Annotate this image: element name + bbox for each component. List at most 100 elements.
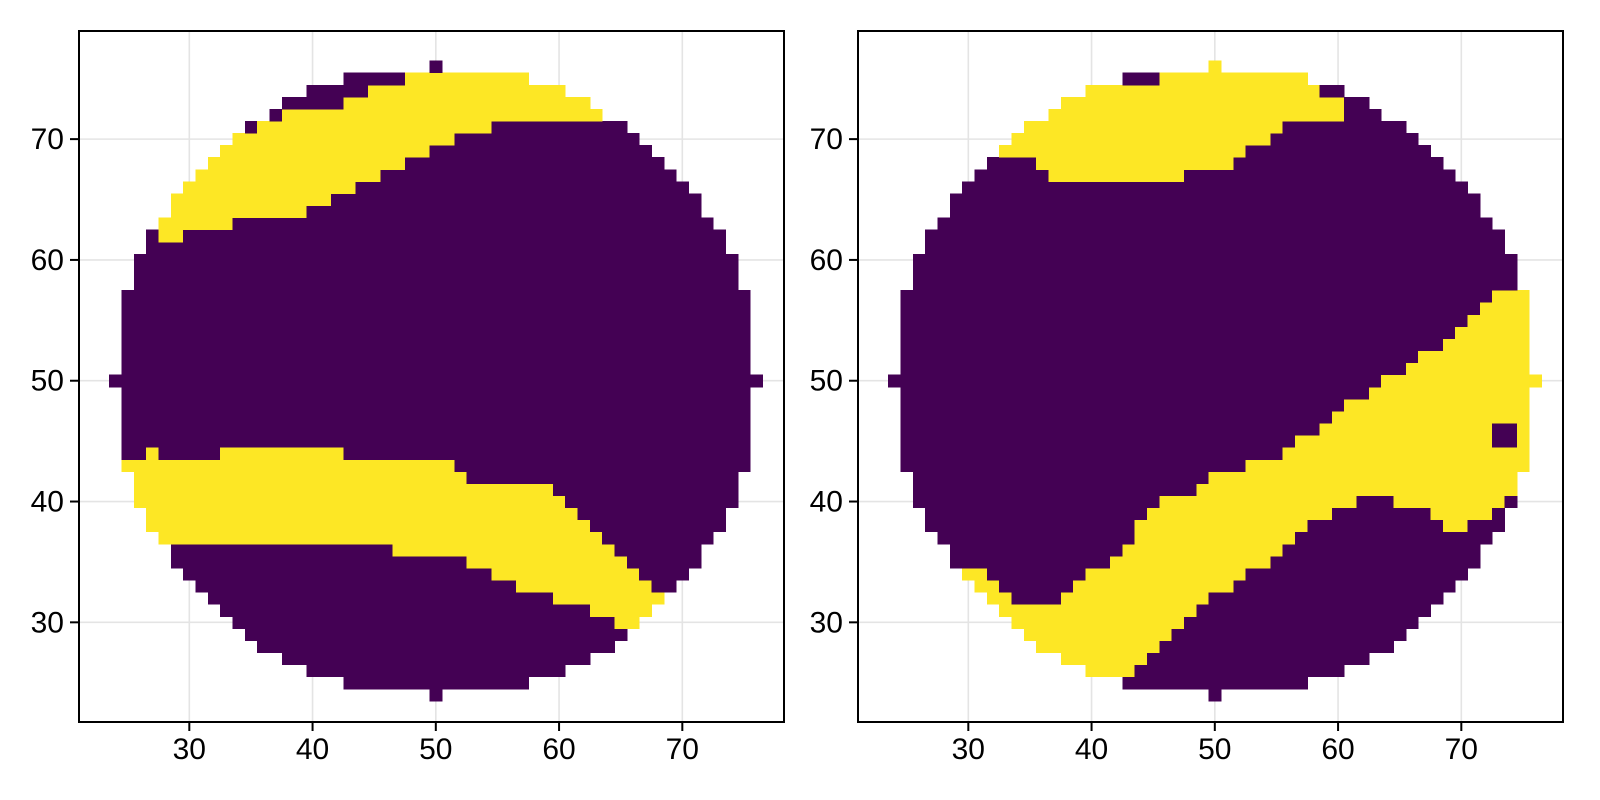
heatmap-cell-run [1122,72,1160,86]
heatmap-cell-run [1294,531,1493,545]
heatmap-cell-run [1467,519,1505,533]
heatmap-cell-run [244,121,258,134]
heatmap-cell-run [1060,592,1210,605]
heatmap-cell-run [974,580,1000,593]
heatmap-cell-run [220,145,431,158]
heatmap-cell-run [121,350,751,364]
heatmap-cell-run [912,265,1518,279]
heatmap-cell-run [925,519,1136,533]
heatmap-cell-run [380,169,677,182]
heatmap-cell-run [900,338,1444,352]
heatmap-cell-run [614,616,640,629]
heatmap-cell-run [121,398,751,412]
heatmap-cell-run [925,507,1148,521]
heatmap-cell-run [949,555,1111,569]
heatmap-cell-run [1208,471,1518,484]
x-tick-label: 50 [1198,733,1231,766]
heatmap-cell-run [589,519,726,533]
heatmap-cell-run [912,253,1518,267]
heatmap-cell-run [1504,495,1518,509]
y-tick-label: 70 [810,123,843,156]
heatmap-cell-run [626,555,702,569]
heatmap-cell-run [651,580,677,593]
heatmap-cell-run [1023,121,1284,134]
heatmap-cell-run [133,253,739,267]
heatmap-cell-run [306,84,369,98]
heatmap-cell-run [1319,423,1493,436]
x-tick-label: 70 [666,733,699,766]
heatmap-cell-run [614,543,702,557]
x-tick-label: 60 [542,733,575,766]
heatmap-cell-run [133,483,554,496]
heatmap-cell-run [888,374,1382,388]
heatmap-cell-run [1368,386,1530,400]
x-tick-label: 30 [952,733,985,766]
heatmap-cell-run [1073,580,1234,593]
heatmap-cell-run [491,567,640,581]
heatmap-cell-run [170,543,394,557]
heatmap-cell-run [900,350,1419,364]
heatmap-cell-run [1060,652,1148,666]
heatmap-cell-run [1393,495,1505,509]
heatmap-cell-run [1048,169,1185,182]
heatmap-cell-run [900,314,1468,327]
heatmap-cell-run [244,628,628,641]
heatmap-cell-run [1159,640,1395,654]
heatmap-cell-run [1196,483,1518,496]
heatmap-cell-run [900,362,1407,376]
heatmap-cell-run [232,217,714,231]
heatmap-cell-run [1270,133,1419,146]
x-tick-label: 30 [173,733,206,766]
axis-frame [857,30,1564,723]
heatmap-cell-run [1134,519,1308,533]
heatmap-cell-run [1430,507,1493,521]
heatmap-cell-run [937,217,1493,231]
heatmap-cell-run [1331,507,1431,521]
heatmap-cell-run [306,205,702,219]
heatmap-cell-run [1282,543,1481,557]
heatmap-cell-run [405,157,665,170]
heatmap-cell-run [343,447,751,460]
y-tick-label: 30 [810,606,843,639]
heatmap-cell-run [146,519,591,533]
heatmap-cell-run [1492,435,1518,448]
y-tick-label: 70 [31,123,64,156]
heatmap-cell-run [1381,374,1542,388]
heatmap-panel-left: 30 40 50 60 70 30 40 50 60 70 [31,30,785,766]
heatmap-cell-run [900,302,1481,315]
heatmap-cell-run [466,471,739,484]
y-tick-label: 60 [810,244,843,277]
heatmap-cell-run [207,157,406,170]
heatmap-cell-run [232,133,455,146]
heatmap-cell-run [900,290,1493,303]
heatmap-cell-run [146,447,159,460]
heatmap-cell-run [900,459,1247,472]
heatmap-cell-run [986,567,1086,581]
heatmap-cell-run [552,592,665,605]
heatmap-cell-run [355,181,689,194]
heatmap-cell-run [912,278,1518,291]
heatmap-cell-run [281,108,603,122]
heatmap-cell-run [949,205,1481,219]
heatmap-cell-run [999,145,1247,158]
heatmap-cell-run [220,447,344,460]
heatmap-cell-run [1196,604,1432,617]
heatmap-cell-run [589,604,653,617]
heatmap-cell-run [1344,108,1382,122]
heatmap-cell-run [639,567,689,581]
heatmap-cell-run [974,169,1049,182]
heatmap-cell-run [1344,398,1530,412]
heatmap-cell-run [491,121,628,134]
heatmap-cell-run [1184,616,1419,629]
y-tick-label: 50 [31,365,64,398]
y-tick-label: 30 [31,606,64,639]
heatmap-cell-run [368,84,566,98]
heatmap-cell-run [232,616,616,629]
heatmap-cell-run [121,338,751,352]
heatmap-cell-run [170,193,332,207]
heatmap-cell-run [1036,640,1160,654]
heatmap-cell-run [1492,290,1530,303]
heatmap-cell-run [207,592,554,605]
heatmap-cell-run [121,362,751,376]
heatmap-cell-run [269,108,283,122]
